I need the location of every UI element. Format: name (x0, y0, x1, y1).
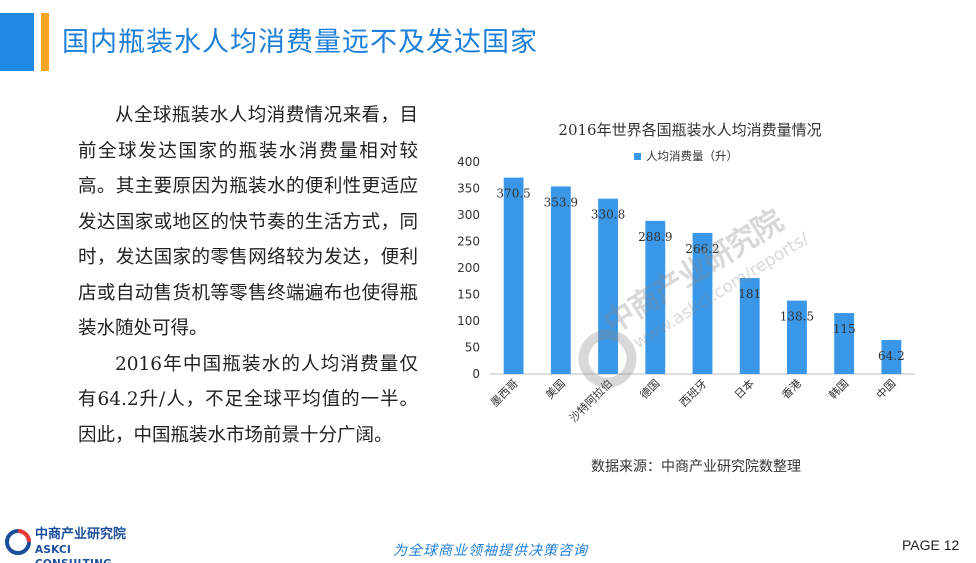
bar (881, 339, 902, 374)
x-tick-label: 中国 (874, 377, 899, 402)
x-tick-label: 美国 (543, 377, 568, 402)
y-tick-label: 0 (472, 367, 480, 381)
x-tick-label: 西班牙 (677, 377, 710, 410)
askci-logo-icon (5, 529, 31, 555)
bar (834, 313, 855, 374)
legend-swatch (634, 153, 641, 160)
chart-title: 2016年世界各国瓶装水人均消费量情况 (558, 121, 821, 139)
x-tick-label: 香港 (779, 377, 804, 402)
y-tick-label: 300 (457, 208, 480, 222)
data-label: 370.5 (496, 187, 530, 201)
bar (550, 186, 571, 374)
page-title: 国内瓶装水人均消费量远不及发达国家 (62, 27, 538, 58)
data-label: 64.2 (878, 349, 905, 363)
y-tick-label: 50 (465, 341, 480, 355)
x-tick-label: 墨西哥 (488, 377, 521, 410)
bar (739, 278, 760, 374)
page-number: PAGE 12 (902, 537, 960, 553)
footer-slogan: 为全球商业领袖提供决策咨询 (393, 543, 588, 559)
logo-name-cn: 中商产业研究院 (35, 527, 127, 542)
bar (598, 198, 618, 374)
data-label: 181 (738, 287, 761, 301)
bar (692, 232, 713, 374)
title-accent-blue (0, 13, 34, 71)
body-text: 从全球瓶装水人均消费情况来看，目前全球发达国家的瓶装水消费量相对较高。其主要原因… (78, 98, 418, 453)
data-label: 115 (833, 322, 856, 336)
data-label: 353.9 (544, 195, 578, 209)
y-tick-label: 400 (457, 155, 480, 169)
company-logo: 中商产业研究院 ASKCI CONSULTING (5, 527, 141, 563)
x-tick-label: 德国 (637, 376, 662, 401)
data-label: 266.2 (685, 242, 719, 256)
x-tick-label: 日本 (731, 376, 756, 401)
bar (787, 300, 807, 374)
logo-name-en: ASKCI CONSULTING (35, 544, 112, 563)
title-accent-orange (41, 13, 49, 71)
data-label: 288.9 (638, 230, 672, 244)
y-tick-label: 350 (457, 182, 480, 196)
x-tick-label: 沙特阿拉伯 (566, 376, 615, 425)
data-label: 330.8 (591, 208, 625, 222)
y-tick-label: 200 (457, 261, 480, 275)
y-tick-label: 250 (457, 235, 480, 249)
source-note: 数据来源：中商产业研究院数整理 (591, 459, 801, 475)
legend-label: 人均消费量（升） (646, 149, 738, 163)
data-label: 138.5 (780, 310, 814, 324)
bar (645, 220, 666, 374)
x-tick-label: 韩国 (826, 376, 851, 401)
paragraph-2: 2016年中国瓶装水的人均消费量仅有64.2升/人，不足全球平均值的一半。 因此… (78, 353, 418, 446)
y-tick-label: 100 (457, 314, 480, 328)
y-tick-label: 150 (457, 288, 480, 302)
paragraph-1: 从全球瓶装水人均消费情况来看，目前全球发达国家的瓶装水消费量相对较高。其主要原因… (78, 105, 418, 339)
bar (503, 177, 524, 374)
